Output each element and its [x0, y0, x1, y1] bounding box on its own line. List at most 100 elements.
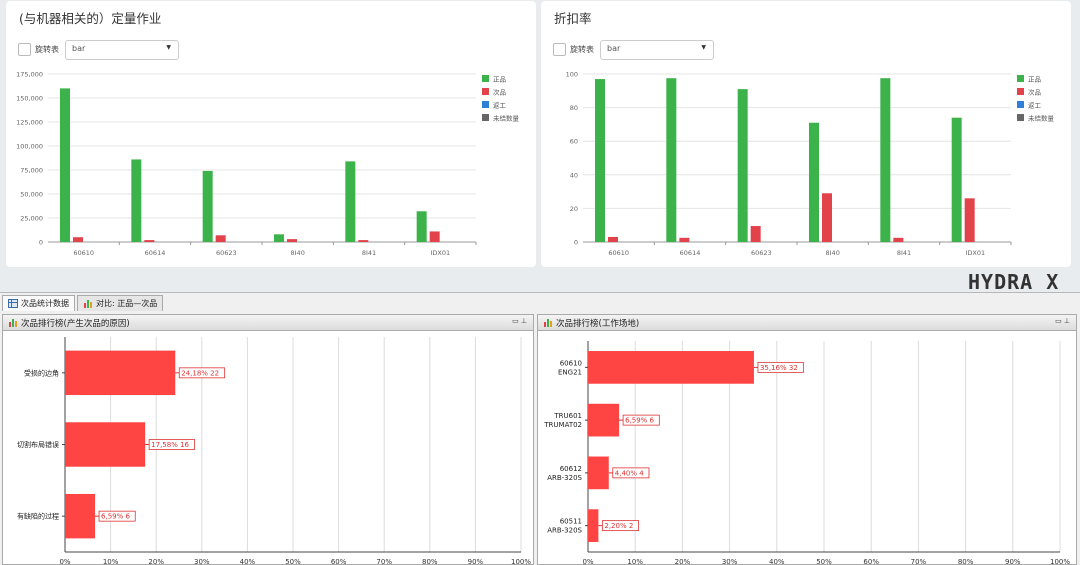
tab-bar: 次品统计数据 对比: 正品—次品: [2, 295, 165, 311]
panel-header: 次品排行榜(工作场地) ▭ ⊥: [538, 315, 1076, 331]
data-label: 6,59% 6: [101, 513, 130, 521]
x-tick-label: 60614: [145, 249, 166, 257]
y-tick-label: 40: [570, 171, 578, 179]
tab-label: 对比: 正品—次品: [96, 299, 158, 308]
panel-title: 次品排行榜(产生次品的原因): [21, 318, 130, 329]
bar-正品: [737, 89, 748, 243]
tab-comparison[interactable]: 对比: 正品—次品: [77, 295, 164, 311]
bar-正品: [666, 78, 677, 242]
legend-label: 正品: [1028, 76, 1041, 84]
panel-title: 折扣率: [554, 11, 592, 26]
x-tick-label: 60%: [863, 558, 879, 564]
data-label: 17,58% 16: [151, 441, 189, 449]
window-controls-icon[interactable]: ▭ ⊥: [1055, 317, 1070, 325]
rotate-checkbox[interactable]: [553, 43, 566, 56]
bar-次品: [893, 237, 904, 242]
discount-panel: 折扣率 旋转表 bar ▼ 0 20 40 60 80 100 60610 60614 6062…: [541, 1, 1071, 267]
quantity-panel: (与机器相关的）定量作业 旋转表 bar ▼ 0 25,000 50,000 75,0…: [6, 1, 536, 267]
bar-正品: [202, 170, 213, 242]
x-tick-label: 60610: [73, 249, 94, 257]
x-tick-label: 80%: [958, 558, 974, 564]
y-tick-label: 20: [570, 205, 578, 213]
y-tick-label: 50,000: [20, 191, 43, 199]
x-tick-label: 10%: [103, 558, 119, 564]
y-tick-label: 25,000: [20, 215, 43, 223]
bar-次品: [679, 237, 690, 242]
y-tick-label: ARB-320S: [547, 527, 582, 535]
bar: [65, 422, 146, 467]
y-tick-label: TRU601: [553, 412, 582, 420]
x-tick-label: 60%: [331, 558, 347, 564]
y-tick-label: 0: [39, 239, 43, 247]
x-tick-label: 60623: [751, 249, 772, 257]
chart-controls: 旋转表 bar ▼: [18, 39, 179, 60]
bar-次品: [358, 240, 369, 242]
bar: [588, 403, 620, 437]
x-tick-label: 60623: [216, 249, 237, 257]
x-tick-label: 40%: [240, 558, 256, 564]
y-tick-label: 150,000: [16, 95, 43, 103]
legend-swatch: [482, 114, 489, 121]
y-tick-label: 60612: [560, 465, 582, 473]
x-tick-label: 60610: [608, 249, 629, 257]
x-tick-label: IDX01: [966, 249, 986, 257]
data-label: 24,18% 22: [181, 369, 219, 377]
y-tick-label: 60511: [560, 518, 582, 526]
x-tick-label: 30%: [194, 558, 210, 564]
data-label: 6,59% 6: [625, 417, 654, 425]
legend-label: 正品: [493, 76, 506, 84]
legend-label: 次品: [1028, 88, 1041, 97]
bar-次品: [964, 198, 975, 242]
x-tick-label: 70%: [376, 558, 392, 564]
data-label: 4,40% 4: [615, 469, 644, 477]
bar-正品: [131, 159, 142, 242]
workplace-chart: 0% 10% 20% 30% 40% 50% 60% 70% 80% 90% 100% 60610EN…: [543, 341, 1070, 564]
bar-次品: [215, 235, 226, 242]
chart-type-select[interactable]: bar ▼: [600, 39, 714, 60]
x-tick-label: 100%: [511, 558, 531, 564]
y-tick-label: 100,000: [16, 143, 43, 151]
legend-swatch: [1017, 88, 1024, 95]
x-tick-label: 8I40: [291, 249, 305, 257]
discount-chart: 0 20 40 60 80 100 60610 60614 60623 8I40 8I41 IDX01…: [566, 71, 1055, 258]
x-tick-label: 60614: [680, 249, 701, 257]
chart-type-value: bar: [607, 43, 621, 53]
bar-正品: [951, 117, 962, 242]
defect-reason-ranking-panel: 次品排行榜(产生次品的原因) ▭ ⊥ 0% 10% 20% 30% 40% 50% 60% 7…: [2, 314, 534, 565]
bar-chart-icon: [9, 319, 17, 327]
y-tick-label: 175,000: [16, 71, 43, 79]
x-tick-label: 20%: [675, 558, 691, 564]
x-tick-label: 0%: [59, 558, 70, 564]
x-tick-label: 8I41: [362, 249, 376, 257]
bar: [65, 493, 96, 539]
legend-swatch: [482, 88, 489, 95]
x-tick-label: 40%: [769, 558, 785, 564]
panel-header: 次品排行榜(产生次品的原因) ▭ ⊥: [3, 315, 533, 331]
bar-正品: [880, 78, 891, 242]
bar-正品: [60, 88, 70, 243]
legend-swatch: [1017, 101, 1024, 108]
x-tick-label: 80%: [422, 558, 438, 564]
bar-次品: [287, 239, 297, 242]
bar-正品: [595, 79, 605, 242]
legend-swatch: [482, 101, 489, 108]
x-tick-label: 50%: [285, 558, 301, 564]
x-tick-label: 100%: [1050, 558, 1070, 564]
y-tick-label: 80: [570, 104, 578, 112]
rotate-label: 旋转表: [35, 45, 59, 54]
tab-defect-statistics[interactable]: 次品统计数据: [2, 295, 75, 311]
legend-label: 返工: [493, 102, 507, 110]
data-label: 35,16% 32: [760, 364, 798, 372]
window-controls-icon[interactable]: ▭ ⊥: [512, 317, 527, 325]
rotate-checkbox[interactable]: [18, 43, 31, 56]
data-label: 2,20% 2: [604, 522, 633, 530]
y-tick-label: 100: [566, 71, 578, 79]
legend-swatch: [1017, 75, 1024, 82]
legend-swatch: [482, 75, 489, 82]
panel-title: (与机器相关的）定量作业: [19, 11, 162, 26]
data-label-box: [601, 520, 639, 532]
x-tick-label: 0%: [582, 558, 593, 564]
bar-次品: [73, 237, 83, 242]
legend-label: 次品: [493, 88, 506, 97]
chart-type-select[interactable]: bar ▼: [65, 39, 179, 60]
